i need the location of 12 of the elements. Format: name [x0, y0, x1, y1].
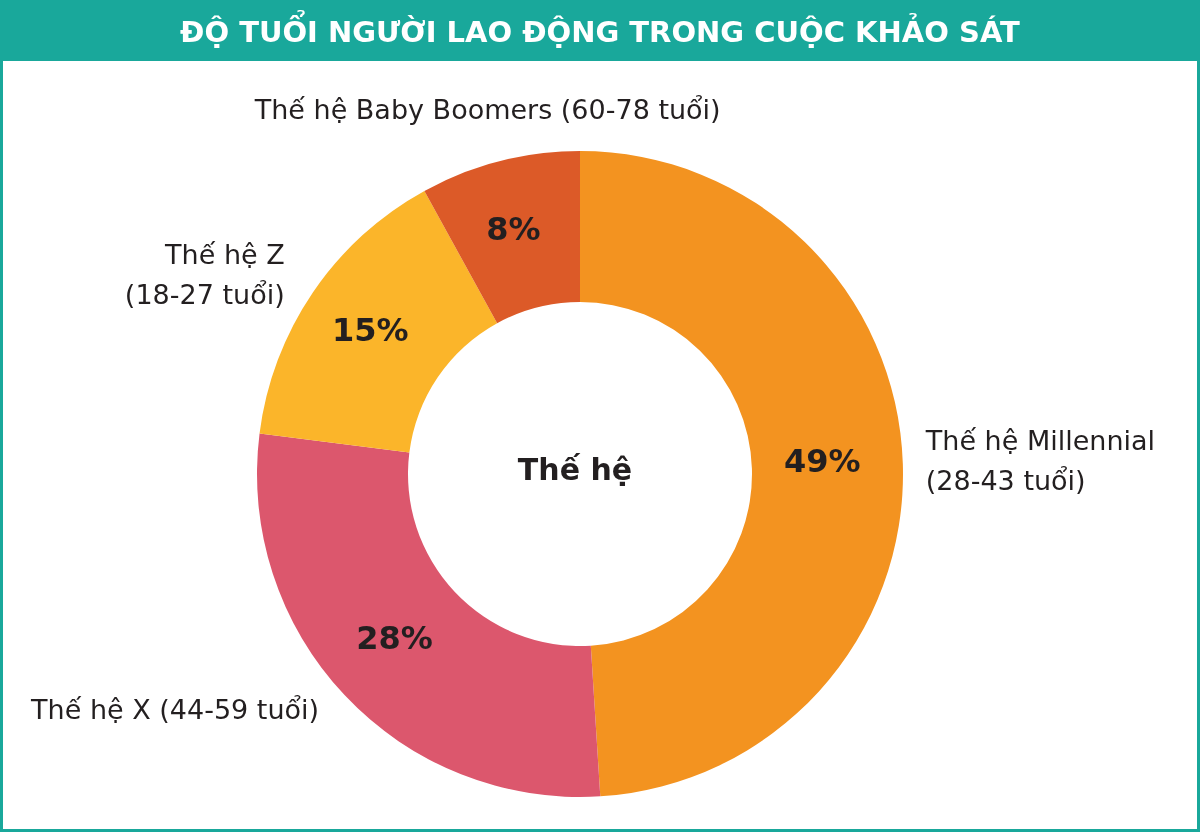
- data-label: 28%: [356, 619, 433, 658]
- data-label: 15%: [332, 310, 409, 349]
- slice-label: Thế hệ Baby Boomers (60-78 tuổi): [253, 93, 721, 125]
- data-label: 49%: [784, 442, 861, 481]
- data-label: 8%: [486, 210, 541, 249]
- donut-slice: [580, 151, 903, 797]
- chart-title: ĐỘ TUỔI NGƯỜI LAO ĐỘNG TRONG CUỘC KHẢO SÁT: [3, 3, 1197, 61]
- text: Thế hệ: [517, 451, 633, 487]
- donut-slice: [424, 151, 580, 324]
- slice-label: Thế hệ Millennial (28-43 tuổi): [924, 424, 1156, 496]
- slice-label: Thế hệ X (44-59 tuổi): [30, 693, 320, 725]
- slice-label: Thế hệ Z (18-27 tuổi): [124, 238, 285, 310]
